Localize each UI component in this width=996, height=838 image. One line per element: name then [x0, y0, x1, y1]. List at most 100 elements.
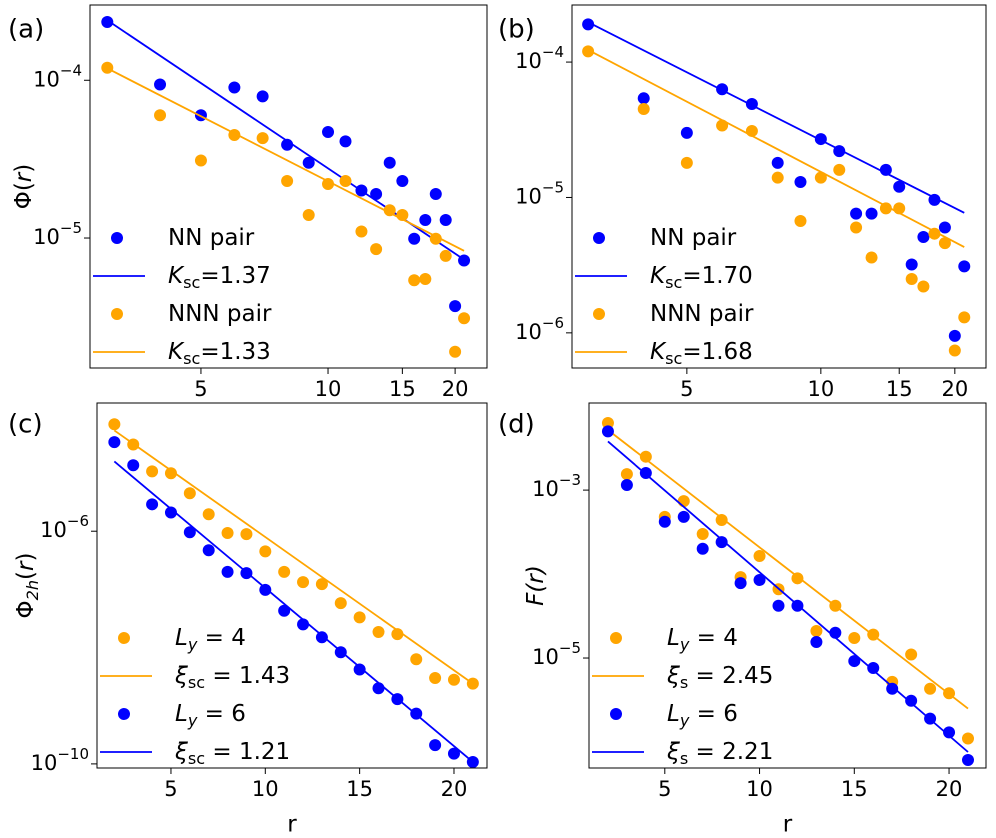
- data-point: [958, 311, 971, 324]
- x-tick-label: 15: [346, 777, 373, 801]
- data-point: [938, 221, 951, 234]
- panel-label: (d): [498, 410, 535, 440]
- y-tick-base: 10: [515, 184, 542, 208]
- text-segment: r: [13, 560, 39, 571]
- data-point: [259, 583, 272, 596]
- text-segment: ): [523, 565, 549, 576]
- data-point: [905, 258, 918, 271]
- data-point: [958, 260, 971, 273]
- data-point: [810, 624, 823, 637]
- data-point: [905, 648, 918, 661]
- data-point: [715, 514, 728, 527]
- data-point: [753, 550, 766, 563]
- data-point: [961, 732, 974, 745]
- y-tick-label: 10−3: [532, 471, 581, 502]
- data-point: [101, 16, 114, 29]
- legend-label: NNN pair: [168, 301, 272, 327]
- data-point: [240, 528, 253, 541]
- legend-marker: [111, 232, 123, 244]
- legend-label: Ly = 6: [175, 701, 246, 730]
- data-point: [302, 208, 315, 221]
- text-segment: = 1.21: [205, 739, 290, 765]
- text-segment: = 2.21: [688, 739, 773, 765]
- text-segment: ξ: [174, 663, 188, 689]
- legend-label: NNN pair: [650, 301, 754, 327]
- data-point: [850, 221, 863, 234]
- text-segment: ξ: [666, 739, 680, 765]
- data-point: [429, 188, 442, 201]
- legend-label: Ksc=1.70: [650, 263, 753, 292]
- fit-line: [587, 49, 965, 248]
- data-point: [620, 468, 633, 481]
- plot-area: [108, 418, 479, 768]
- y-tick-base: 10: [515, 320, 542, 344]
- data-point: [108, 436, 121, 449]
- data-point: [449, 345, 462, 358]
- text-segment: sc: [665, 349, 682, 368]
- data-point: [601, 425, 614, 438]
- x-axis-label: r: [783, 812, 793, 838]
- legend-label: NN pair: [650, 225, 737, 251]
- data-point: [146, 498, 159, 511]
- data-point: [383, 204, 396, 217]
- data-point: [315, 578, 328, 591]
- text-segment: F(: [523, 583, 549, 606]
- data-point: [865, 207, 878, 220]
- text-segment: = 4: [689, 625, 738, 651]
- data-point: [447, 747, 460, 760]
- text-segment: sc: [183, 349, 200, 368]
- y-tick-base: 10: [515, 49, 542, 73]
- panel-label: (b): [498, 15, 535, 45]
- data-point: [601, 416, 614, 429]
- data-point: [127, 459, 140, 472]
- y-tick-base: 10: [33, 67, 60, 91]
- x-tick-label: 5: [194, 377, 207, 401]
- text-segment: sc: [665, 273, 682, 292]
- text-segment: K: [650, 263, 667, 289]
- text-segment: ): [13, 553, 39, 562]
- axes-frame: [571, 4, 987, 369]
- text-segment: y: [187, 711, 198, 730]
- y-tick-exp: −6: [67, 512, 89, 530]
- data-point: [429, 739, 442, 752]
- x-tick-label: 20: [442, 377, 469, 401]
- data-point: [391, 628, 404, 641]
- text-segment: r: [11, 171, 37, 182]
- fit-line: [587, 21, 965, 214]
- y-tick-exp: −4: [60, 61, 82, 79]
- x-tick-label: 15: [886, 377, 913, 401]
- legend-label: Ksc=1.37: [168, 263, 271, 292]
- fit-line: [607, 429, 969, 710]
- data-point: [410, 653, 423, 666]
- plot-area: [601, 416, 974, 767]
- axes-frame: [89, 4, 488, 369]
- x-axis-label: r: [287, 812, 297, 838]
- data-point: [771, 156, 784, 169]
- data-point: [734, 577, 747, 590]
- text-segment: = 2.45: [688, 663, 773, 689]
- data-point: [879, 163, 892, 176]
- data-point: [948, 344, 961, 357]
- text-segment: 2h: [23, 580, 42, 600]
- data-point: [194, 154, 207, 167]
- text-segment: L: [667, 701, 680, 727]
- data-point: [302, 156, 315, 169]
- data-point: [637, 92, 650, 105]
- data-point: [322, 178, 335, 191]
- text-segment: sc: [188, 673, 205, 692]
- text-segment: =1.68: [682, 339, 752, 365]
- data-point: [716, 119, 729, 132]
- data-point: [677, 495, 690, 508]
- text-segment: NNN pair: [168, 301, 272, 327]
- data-point: [339, 135, 352, 148]
- data-point: [449, 300, 462, 313]
- data-point: [339, 174, 352, 187]
- data-point: [101, 61, 114, 74]
- text-segment: K: [168, 339, 185, 365]
- data-point: [917, 231, 930, 244]
- y-tick-label: 10−4: [33, 61, 82, 92]
- x-tick-label: 15: [389, 377, 416, 401]
- fit-line: [607, 440, 969, 753]
- y-tick-exp: −5: [542, 178, 564, 196]
- y-tick-label: 10−6: [515, 313, 564, 344]
